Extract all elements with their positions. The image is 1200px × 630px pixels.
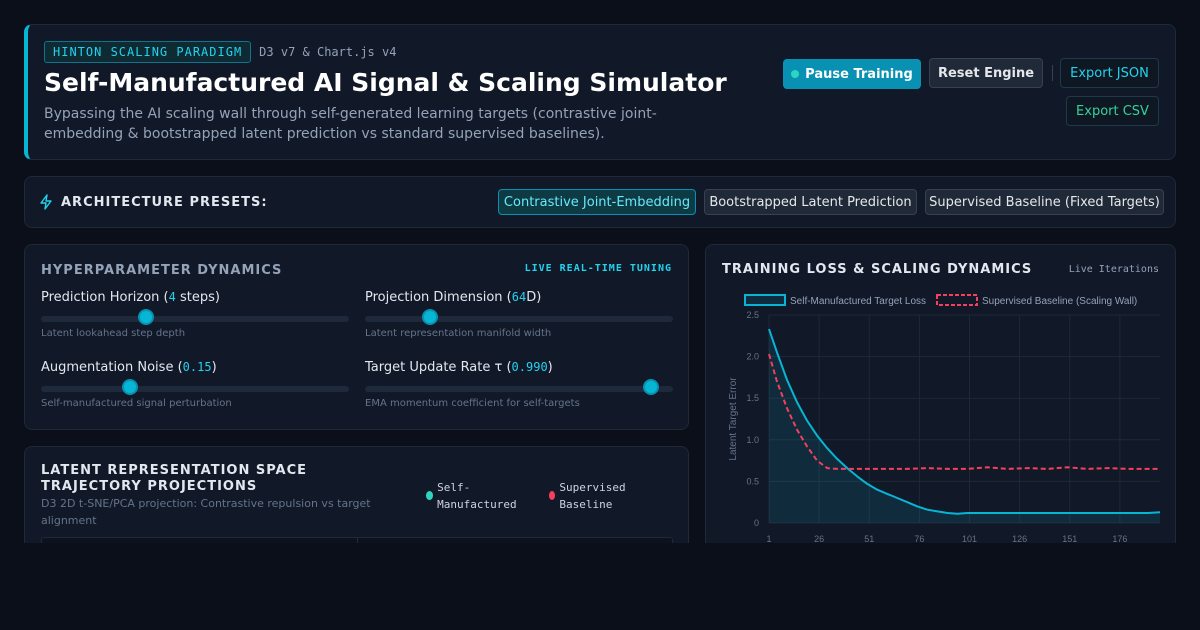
- x-tick-label: 176: [1112, 534, 1127, 544]
- y-tick-label: 0.5: [746, 476, 759, 486]
- param-description: EMA momentum coefficient for self-target…: [365, 398, 580, 409]
- preset-supervised-button[interactable]: Supervised Baseline (Fixed Targets): [925, 189, 1164, 215]
- param-label: Target Update Rate τ (0.990): [365, 360, 553, 375]
- legend-swatch: [936, 294, 978, 306]
- button-divider: [1052, 65, 1053, 81]
- header-card: HINTON SCALING PARADIGM D3 v7 & Chart.js…: [24, 24, 1176, 160]
- export-csv-button[interactable]: Export CSV: [1066, 96, 1159, 126]
- preset-contrastive-button[interactable]: Contrastive Joint-Embedding: [498, 189, 696, 215]
- latent-space-subtitle: D3 2D t-SNE/PCA projection: Contrastive …: [41, 497, 371, 527]
- hyperparameter-title: HYPERPARAMETER DYNAMICS: [41, 263, 283, 278]
- legend-dot-icon: [426, 491, 434, 500]
- augmentation-noise-slider[interactable]: [41, 386, 349, 392]
- x-tick-label: 151: [1062, 534, 1077, 544]
- y-tick-label: 2.5: [746, 310, 759, 320]
- param-description: Latent lookahead step depth: [41, 328, 186, 339]
- legend-dot-icon: [549, 491, 556, 500]
- hyperparameter-panel: HYPERPARAMETER DYNAMICS LIVE REAL-TIME T…: [24, 244, 689, 430]
- live-iterations-tag: Live Iterations: [1068, 264, 1159, 275]
- paradigm-badge: HINTON SCALING PARADIGM: [44, 41, 252, 63]
- legend-label: Self-Manufactured Target Loss: [790, 296, 926, 307]
- param-prediction-horizon: Prediction Horizon (4 steps) Latent look…: [41, 290, 349, 339]
- param-augmentation-noise: Augmentation Noise (0.15) Self-manufactu…: [41, 360, 349, 409]
- slider-thumb[interactable]: [122, 379, 139, 395]
- live-tuning-tag: LIVE REAL-TIME TUNING: [524, 263, 672, 274]
- slider-thumb[interactable]: [421, 309, 438, 325]
- latent-space-panel: LATENT REPRESENTATION SPACE TRAJECTORY P…: [24, 446, 689, 556]
- status-dot-icon: [791, 70, 800, 78]
- y-tick-label: 0: [754, 518, 759, 528]
- prediction-horizon-slider[interactable]: [41, 316, 349, 322]
- version-label: D3 v7 & Chart.js v4: [259, 45, 397, 59]
- slider-thumb[interactable]: [643, 379, 660, 395]
- param-description: Latent representation manifold width: [365, 328, 552, 339]
- loss-chart[interactable]: 00.51.01.52.02.51 26 51 76 101 126 151 176Laten…: [706, 245, 1176, 556]
- legend-swatch: [744, 294, 786, 306]
- target-update-rate-slider[interactable]: [365, 386, 673, 392]
- y-tick-label: 1.5: [746, 393, 759, 403]
- projection-dimension-slider[interactable]: [365, 316, 673, 322]
- badge-row: HINTON SCALING PARADIGM D3 v7 & Chart.js…: [44, 41, 396, 63]
- architecture-presets-bar: ARCHITECTURE PRESETS: Contrastive Joint-…: [24, 176, 1176, 228]
- training-loss-panel: TRAINING LOSS & SCALING DYNAMICS Live It…: [705, 244, 1176, 556]
- lightning-icon: [40, 194, 52, 210]
- legend-label: Supervised Baseline (Scaling Wall): [982, 296, 1137, 307]
- param-projection-dimension: Projection Dimension (64D) Latent repres…: [365, 290, 673, 339]
- param-description: Self-manufactured signal perturbation: [41, 398, 232, 409]
- export-json-button[interactable]: Export JSON: [1060, 58, 1159, 88]
- reset-engine-button[interactable]: Reset Engine: [929, 58, 1043, 88]
- pause-training-button[interactable]: Pause Training: [783, 59, 921, 89]
- x-tick-label: 76: [914, 534, 924, 544]
- presets-label-text: ARCHITECTURE PRESETS:: [61, 194, 268, 210]
- page-subtitle: Bypassing the AI scaling wall through se…: [44, 106, 657, 142]
- x-tick-label: 1: [766, 534, 771, 544]
- legend-self-manufactured: Self-Manufactured: [426, 479, 526, 513]
- series-line-supervised-baseline: [768, 353, 1160, 470]
- x-tick-label: 126: [1012, 534, 1027, 544]
- param-target-update-rate: Target Update Rate τ (0.990) EMA momentu…: [365, 360, 673, 409]
- x-tick-label: 26: [814, 534, 824, 544]
- legend-supervised-baseline: Supervised Baseline: [549, 479, 649, 513]
- chart-title: TRAINING LOSS & SCALING DYNAMICS: [722, 262, 1033, 277]
- y-tick-label: 2.0: [746, 352, 759, 362]
- param-label: Augmentation Noise (0.15): [41, 360, 217, 375]
- series-line-self-manufactured: [768, 328, 1161, 515]
- latent-space-title: LATENT REPRESENTATION SPACE TRAJECTORY P…: [41, 463, 308, 494]
- series-area-self-manufactured: [769, 329, 1160, 523]
- pause-training-label: Pause Training: [805, 66, 913, 82]
- page-title: Self-Manufactured AI Signal & Scaling Si…: [44, 68, 727, 97]
- preset-bootstrapped-button[interactable]: Bootstrapped Latent Prediction: [704, 189, 917, 215]
- param-label: Projection Dimension (64D): [365, 290, 542, 305]
- param-label: Prediction Horizon (4 steps): [41, 290, 220, 305]
- y-tick-label: 1.0: [746, 435, 759, 445]
- x-tick-label: 101: [962, 534, 977, 544]
- x-tick-label: 51: [864, 534, 874, 544]
- presets-label: ARCHITECTURE PRESETS:: [39, 194, 268, 210]
- page-bottom: [0, 543, 1200, 630]
- slider-thumb[interactable]: [137, 309, 154, 325]
- y-axis-label: Latent Target Error: [728, 377, 739, 461]
